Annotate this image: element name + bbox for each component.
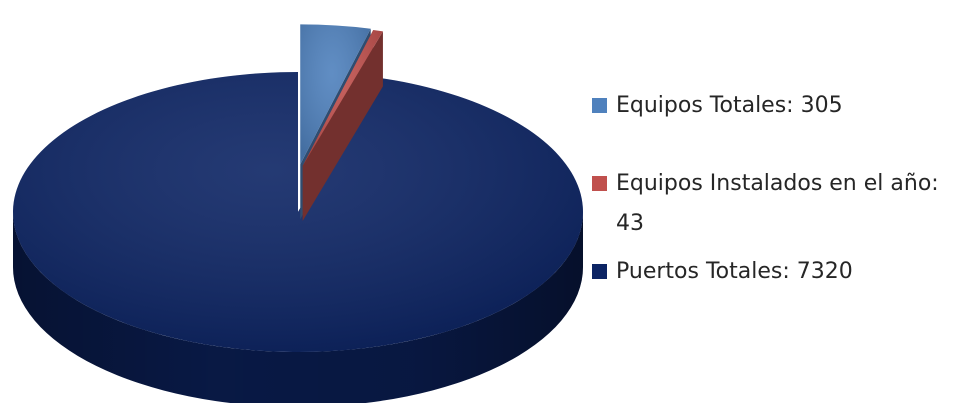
legend-label: Puertos Totales: 7320 — [616, 259, 853, 284]
legend-item: Equipos Totales: 305 — [592, 86, 942, 126]
pie-slice-cut-wall — [302, 31, 383, 221]
legend-label: Equipos Totales: 305 — [616, 93, 843, 118]
legend-item: Equipos Instalados en el año: 43 — [592, 164, 942, 244]
legend: Equipos Totales: 305 Equipos Instalados … — [592, 86, 942, 292]
pie-slice-side-shade — [13, 212, 583, 403]
pie-slice-top-shine — [13, 72, 584, 352]
pie-slice-equipos-instalados-en-el-a-o — [302, 30, 383, 221]
legend-swatch-equipos-instalados — [592, 176, 607, 191]
legend-item: Puertos Totales: 7320 — [592, 252, 942, 292]
pie-slice-top-shine — [300, 24, 371, 165]
legend-label: Equipos Instalados en el año: 43 — [616, 171, 939, 236]
legend-swatch-puertos-totales — [592, 264, 607, 279]
legend-swatch-equipos-totales — [592, 98, 607, 113]
pie-slice-top-shine — [302, 30, 383, 166]
pie-slice-puertos-totales — [13, 72, 584, 403]
